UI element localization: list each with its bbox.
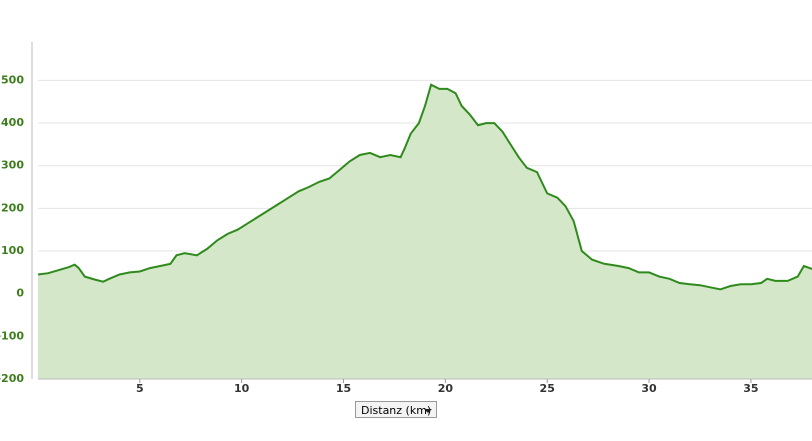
y-tick-label: 0 — [16, 287, 24, 300]
x-tick-label: 30 — [641, 382, 657, 395]
x-tick-label: 35 — [743, 382, 758, 395]
y-tick-label: 500 — [1, 73, 24, 86]
dropdown-arrow — [424, 409, 432, 413]
x-axis-selector[interactable]: Distanz (km) — [355, 401, 437, 418]
y-tick-label: 200 — [1, 201, 24, 214]
x-tick-label: 10 — [234, 382, 250, 395]
y-tick-label: -200 — [0, 372, 24, 385]
y-tick-label: 100 — [1, 244, 24, 257]
elevation-line — [37, 83, 812, 291]
y-tick-label: 400 — [1, 116, 24, 129]
x-tick-label: 20 — [438, 382, 454, 395]
x-tick-label: 5 — [136, 382, 144, 395]
x-axis-label: Distanz (km) — [361, 404, 432, 417]
area-fill — [38, 84, 812, 379]
y-tick-label: -100 — [0, 329, 24, 342]
x-tick-label: 25 — [540, 382, 555, 395]
x-tick-label: 15 — [336, 382, 351, 395]
y-tick-label: 300 — [1, 159, 24, 172]
